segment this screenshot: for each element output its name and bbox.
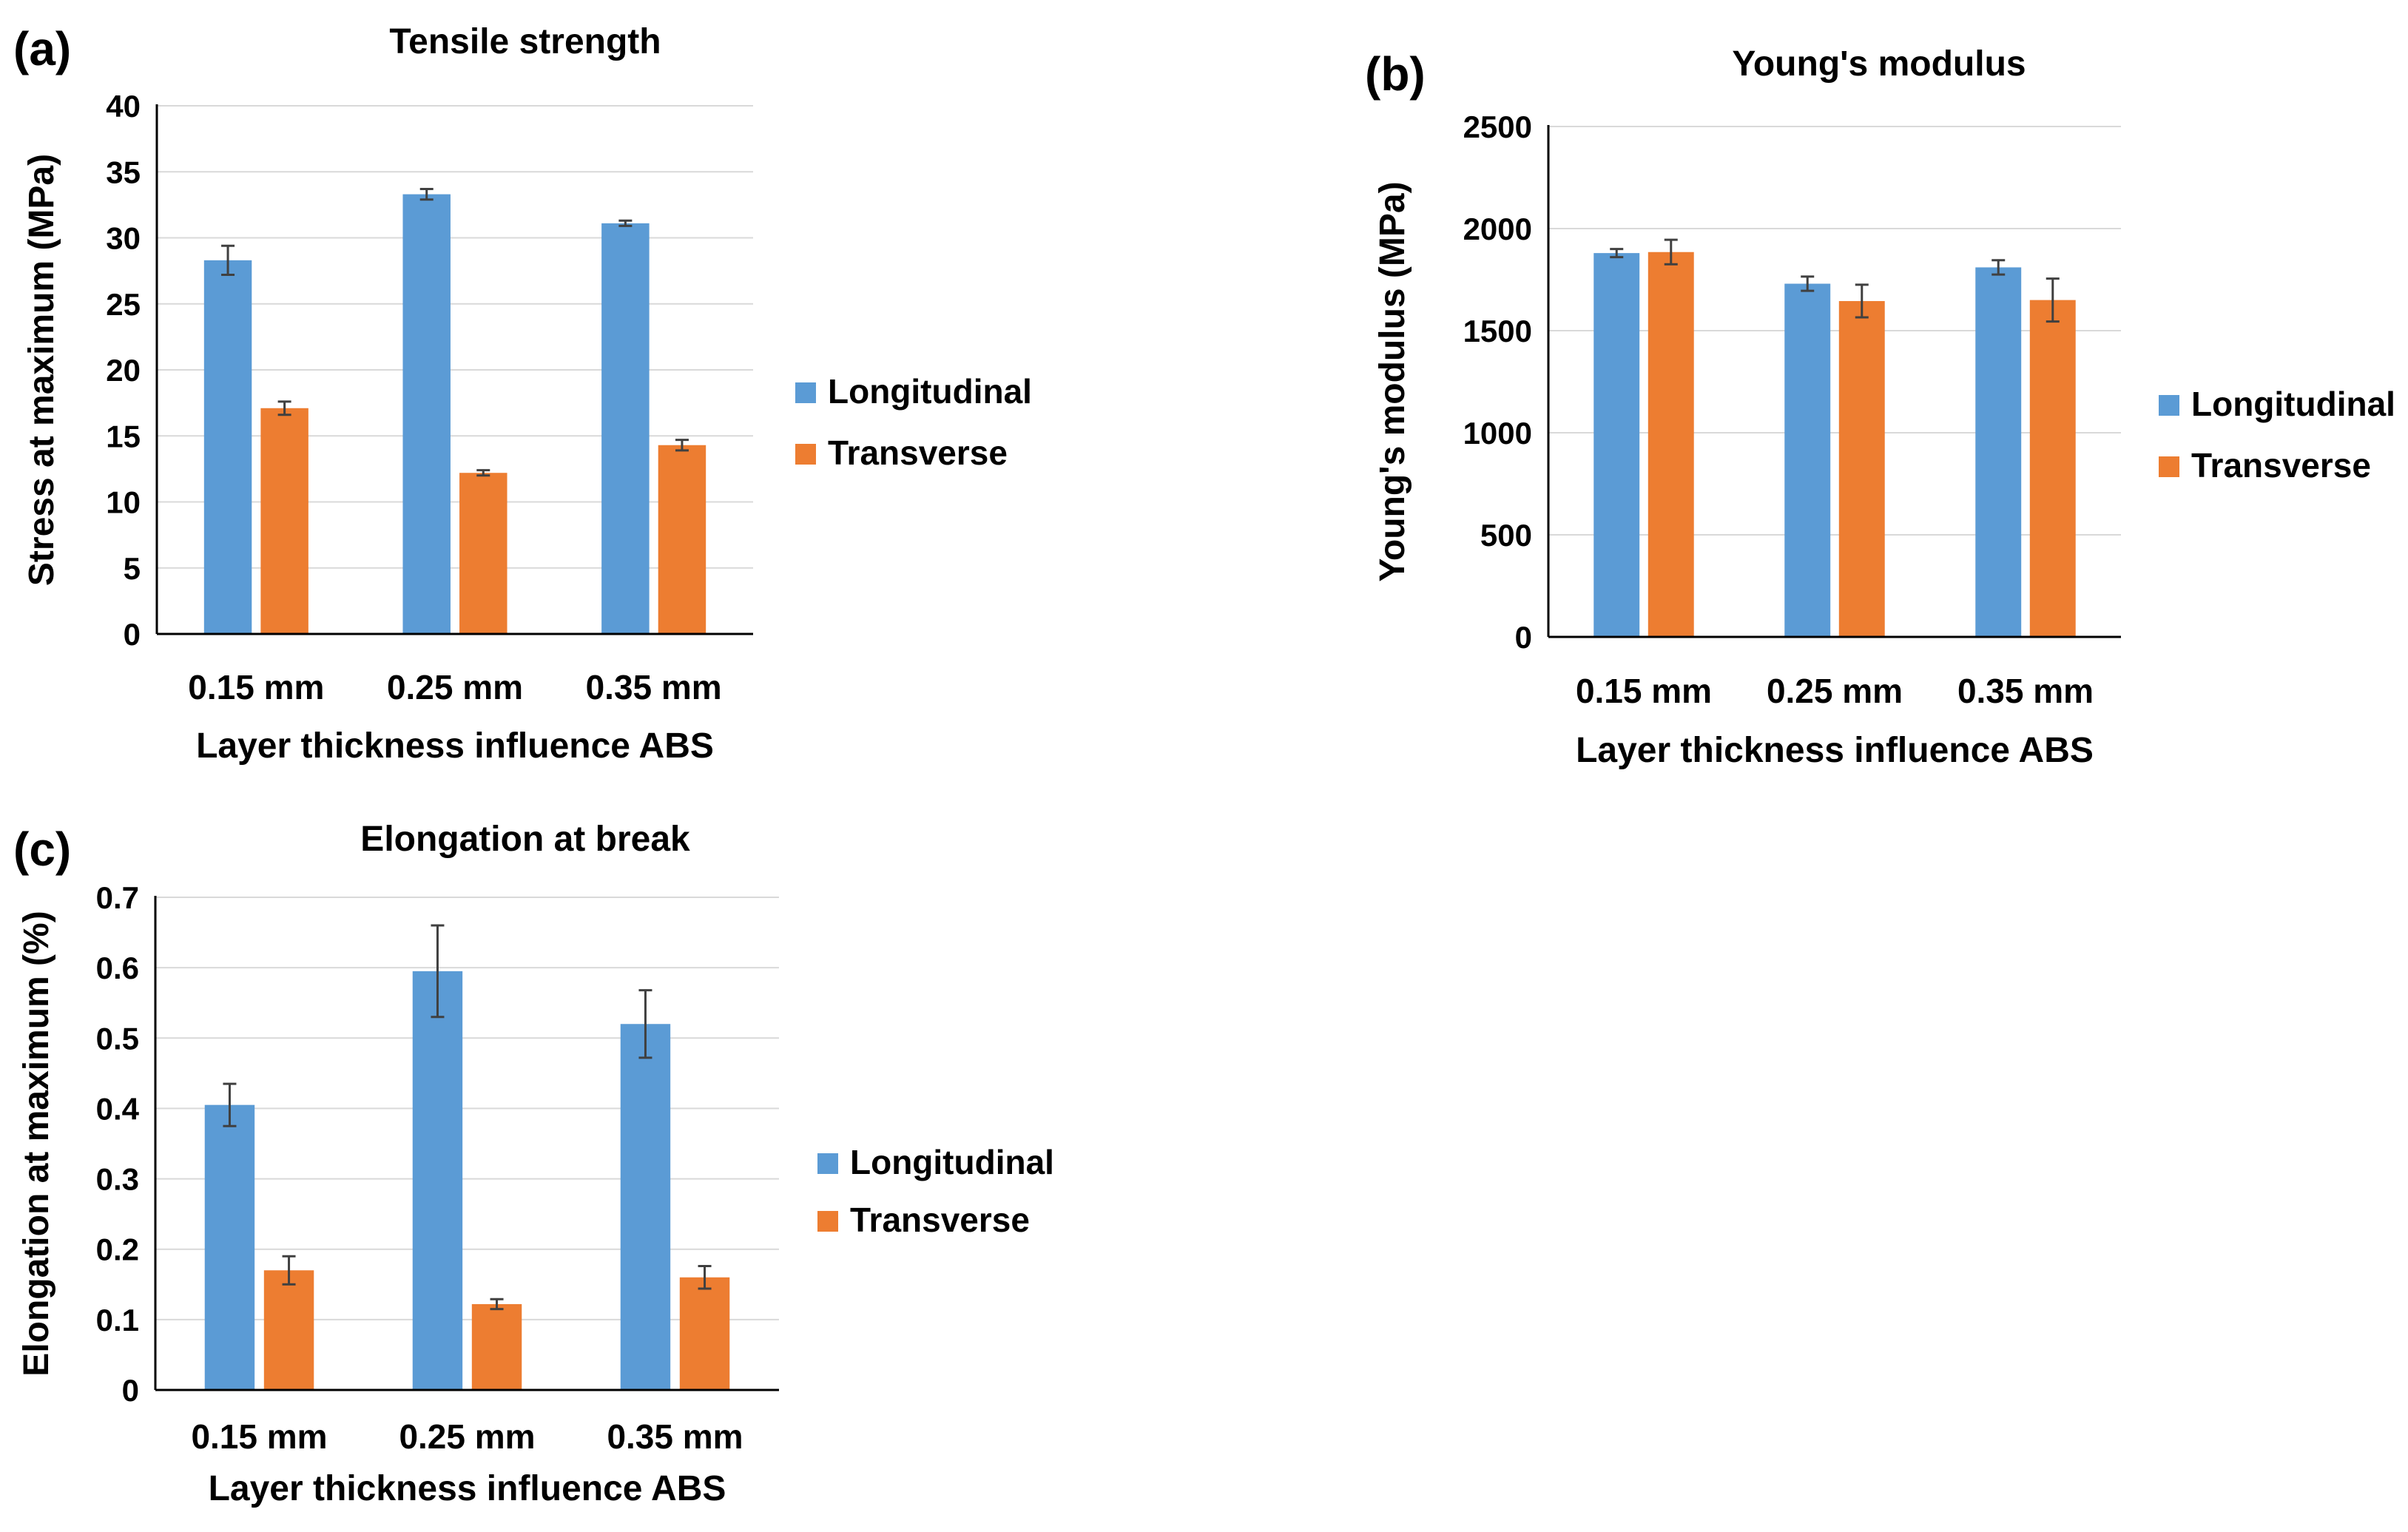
- x-category-label: 0.15 mm: [191, 1417, 327, 1456]
- legend-swatch-longitudinal: [817, 1153, 838, 1174]
- panel-label: (b): [1365, 47, 1426, 101]
- chart-title: Tensile strength: [389, 22, 661, 61]
- x-category-label: 0.15 mm: [188, 668, 324, 706]
- bar-longitudinal: [412, 971, 463, 1390]
- y-axis-title: Stress at maximum (MPa): [22, 154, 61, 586]
- bar-longitudinal: [203, 260, 252, 634]
- y-tick-label: 0: [122, 1373, 139, 1408]
- chart-tensile-strength: 0 5 10 15 20 25 30 35 40 0.15 mm 0.25 mm 0.35 mm Ten…: [13, 22, 1032, 766]
- x-category-label: 0.25 mm: [1767, 672, 1903, 710]
- bar-transverse: [2029, 300, 2076, 637]
- y-tick-label: 35: [106, 155, 141, 189]
- y-tick-label: 5: [124, 551, 141, 586]
- bar-transverse: [471, 1303, 522, 1390]
- y-tick-label: 0.7: [96, 880, 139, 915]
- bar-longitudinal: [1975, 267, 2022, 637]
- bar-longitudinal: [620, 1024, 671, 1390]
- y-axis-title: Young's modulus (MPa): [1373, 181, 1412, 581]
- bar-longitudinal: [402, 194, 451, 635]
- y-tick-label: 30: [106, 221, 141, 256]
- y-tick-label: 0.1: [96, 1303, 139, 1337]
- legend-label: Longitudinal: [828, 372, 1032, 411]
- chart-youngs-modulus: 0 500 1000 1500 2000 2500 0.15 mm 0.25 mm 0.35 m…: [1365, 44, 2395, 770]
- panel-label: (a): [13, 22, 71, 75]
- x-axis-title: Layer thickness influence ABS: [209, 1469, 726, 1508]
- bar-transverse: [459, 473, 507, 634]
- y-tick-label: 10: [106, 485, 141, 520]
- legend-label: Transverse: [850, 1201, 1030, 1239]
- bar-transverse: [260, 408, 308, 634]
- chart-title: Elongation at break: [360, 820, 690, 859]
- legend-swatch-transverse: [817, 1211, 838, 1232]
- legend-swatch-transverse: [795, 444, 816, 465]
- y-tick-label: 2500: [1463, 109, 1532, 144]
- x-category-label: 0.15 mm: [1576, 672, 1712, 710]
- y-tick-label: 1500: [1463, 314, 1532, 348]
- bar-transverse: [1838, 300, 1885, 637]
- bar-longitudinal: [1784, 283, 1831, 637]
- legend-swatch-longitudinal: [2159, 395, 2179, 416]
- y-tick-label: 0.3: [96, 1162, 139, 1197]
- y-tick-label: 0: [124, 617, 141, 652]
- bar-longitudinal: [204, 1104, 255, 1390]
- bar-transverse: [263, 1270, 314, 1390]
- y-tick-label: 20: [106, 353, 141, 388]
- x-category-label: 0.25 mm: [399, 1417, 535, 1456]
- panel-label: (c): [13, 823, 71, 876]
- y-axis-title: Elongation at maximum (%): [17, 911, 56, 1376]
- y-tick-label: 0: [1515, 620, 1532, 655]
- legend-swatch-transverse: [2159, 456, 2179, 477]
- y-tick-label: 40: [106, 89, 141, 124]
- y-tick-label: 25: [106, 287, 141, 322]
- chart-title: Young's modulus: [1732, 44, 2026, 84]
- x-axis-title: Layer thickness influence ABS: [1576, 731, 2094, 770]
- x-category-label: 0.35 mm: [586, 668, 722, 706]
- x-category-label: 0.25 mm: [387, 668, 523, 706]
- y-tick-label: 15: [106, 419, 141, 453]
- y-tick-label: 2000: [1463, 212, 1532, 246]
- x-category-label: 0.35 mm: [1957, 672, 2094, 710]
- x-category-label: 0.35 mm: [607, 1417, 743, 1456]
- chart-elongation-at-break: 0 0.1 0.2 0.3 0.4 0.5 0.6 0.7 0.15 mm 0.25 mm 0.35…: [13, 820, 1054, 1508]
- legend-label: Longitudinal: [850, 1143, 1054, 1181]
- y-tick-label: 0.2: [96, 1232, 139, 1267]
- bar-transverse: [679, 1277, 730, 1390]
- y-tick-label: 500: [1480, 518, 1532, 553]
- legend-swatch-longitudinal: [795, 382, 816, 403]
- bar-longitudinal: [1593, 253, 1640, 637]
- x-axis-title: Layer thickness influence ABS: [196, 726, 714, 766]
- bar-transverse: [1648, 252, 1694, 637]
- y-tick-label: 1000: [1463, 416, 1532, 451]
- legend-label: Transverse: [828, 433, 1008, 472]
- legend-label: Longitudinal: [2191, 385, 2395, 423]
- y-tick-label: 0.4: [96, 1091, 140, 1126]
- bar-longitudinal: [601, 223, 650, 634]
- bar-transverse: [658, 445, 706, 634]
- y-tick-label: 0.6: [96, 951, 139, 985]
- legend-label: Transverse: [2191, 446, 2371, 485]
- y-tick-label: 0.5: [96, 1021, 139, 1056]
